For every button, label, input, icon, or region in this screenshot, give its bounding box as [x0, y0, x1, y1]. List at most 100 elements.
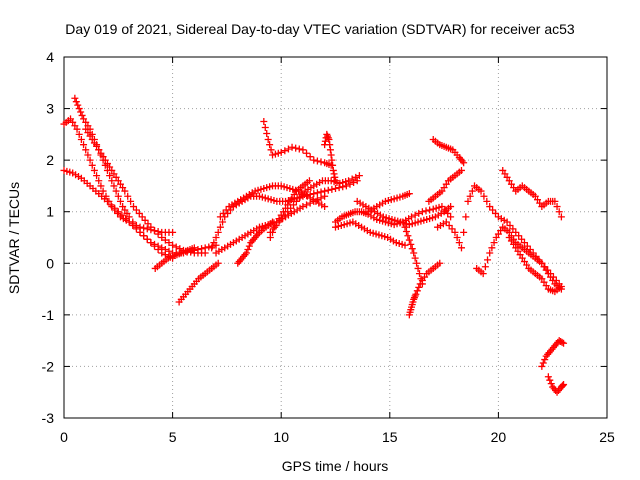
y-tick-label: -2: [42, 358, 55, 374]
data-point: [342, 182, 350, 190]
series-track-23: [434, 182, 563, 288]
data-point: [453, 234, 461, 241]
data-point: [129, 221, 137, 229]
data-point: [86, 156, 94, 164]
plot-frame: [63, 56, 608, 419]
data-point: [208, 244, 216, 252]
data-point: [328, 185, 336, 193]
data-point: [88, 161, 96, 169]
data-point: [484, 256, 492, 264]
data-point: [460, 228, 468, 236]
data-point: [110, 182, 118, 190]
data-point: [112, 187, 120, 195]
data-point: [557, 282, 565, 290]
data-point: [140, 232, 148, 240]
series-track-10: [234, 218, 277, 267]
data-point: [329, 161, 337, 169]
data-point: [288, 143, 296, 151]
data-point: [422, 207, 430, 215]
data-point: [326, 141, 334, 149]
data-point: [158, 234, 166, 241]
data-point: [410, 249, 418, 257]
data-point: [418, 208, 426, 216]
data-point: [266, 234, 274, 241]
data-point: [124, 192, 132, 200]
data-point: [455, 239, 463, 247]
data-point: [212, 234, 220, 241]
data-point: [118, 211, 126, 219]
data-point: [121, 187, 129, 195]
data-point: [242, 249, 250, 257]
data-point: [284, 145, 292, 153]
data-point: [295, 145, 303, 153]
data-point: [405, 190, 413, 198]
data-point: [103, 197, 111, 205]
series-track-26: [505, 234, 565, 296]
data-point: [299, 146, 307, 154]
data-point: [547, 380, 555, 388]
data-point: [457, 166, 465, 174]
data-point: [201, 249, 209, 257]
data-point: [263, 129, 271, 137]
data-point: [490, 239, 498, 247]
x-tick-label: 15: [382, 429, 398, 445]
data-point: [332, 185, 339, 193]
data-point: [350, 178, 358, 186]
data-point: [261, 123, 269, 131]
data-point: [216, 223, 224, 231]
series-track-13: [266, 177, 313, 241]
data-point: [82, 146, 90, 154]
y-tick-label: 0: [46, 255, 54, 271]
series-track-4: [82, 125, 209, 257]
data-point: [415, 270, 423, 278]
data-point: [468, 187, 476, 195]
tick-labels: 0 5 10 15 20 25 -3 -2 -1 0 1 2 3 4: [42, 49, 615, 445]
data-point: [78, 111, 86, 119]
data-point: [97, 182, 105, 190]
data-point: [355, 172, 363, 180]
data-point: [271, 223, 279, 231]
chart-title: Day 019 of 2021, Sidereal Day-to-day VTE…: [65, 21, 575, 37]
data-point: [281, 147, 289, 155]
series-track-14: [321, 130, 339, 185]
data-point: [415, 209, 423, 217]
data-point: [313, 189, 321, 197]
data-point: [136, 228, 144, 236]
data-point: [99, 187, 107, 195]
data-point: [132, 225, 140, 233]
data-point: [299, 203, 307, 211]
y-tick-label: 4: [46, 49, 54, 65]
data-point: [457, 244, 465, 252]
data-point: [326, 146, 334, 154]
data-point: [414, 264, 422, 272]
data-point: [330, 170, 338, 178]
data-point: [116, 197, 124, 205]
data-point: [125, 218, 133, 226]
data-points: [60, 94, 568, 396]
x-tick-label: 20: [491, 429, 507, 445]
data-point: [154, 230, 162, 238]
data-point: [214, 228, 222, 236]
data-point: [122, 215, 130, 223]
data-point: [151, 227, 158, 235]
data-point: [161, 236, 169, 244]
data-point: [447, 203, 455, 211]
data-point: [84, 151, 92, 159]
data-point: [413, 287, 421, 295]
data-point: [464, 197, 472, 205]
axis-ticks: [63, 56, 608, 419]
data-point: [401, 223, 409, 231]
data-point: [210, 239, 218, 247]
data-point: [481, 263, 489, 271]
data-point: [77, 136, 85, 144]
data-point: [402, 227, 410, 235]
data-point: [408, 213, 416, 221]
data-point: [93, 172, 101, 180]
data-point: [147, 223, 155, 231]
series-track-27: [538, 337, 568, 370]
data-point: [332, 177, 339, 185]
data-point: [346, 180, 354, 188]
y-tick-label: -3: [42, 410, 55, 426]
data-point: [114, 208, 122, 216]
data-point: [114, 192, 122, 200]
